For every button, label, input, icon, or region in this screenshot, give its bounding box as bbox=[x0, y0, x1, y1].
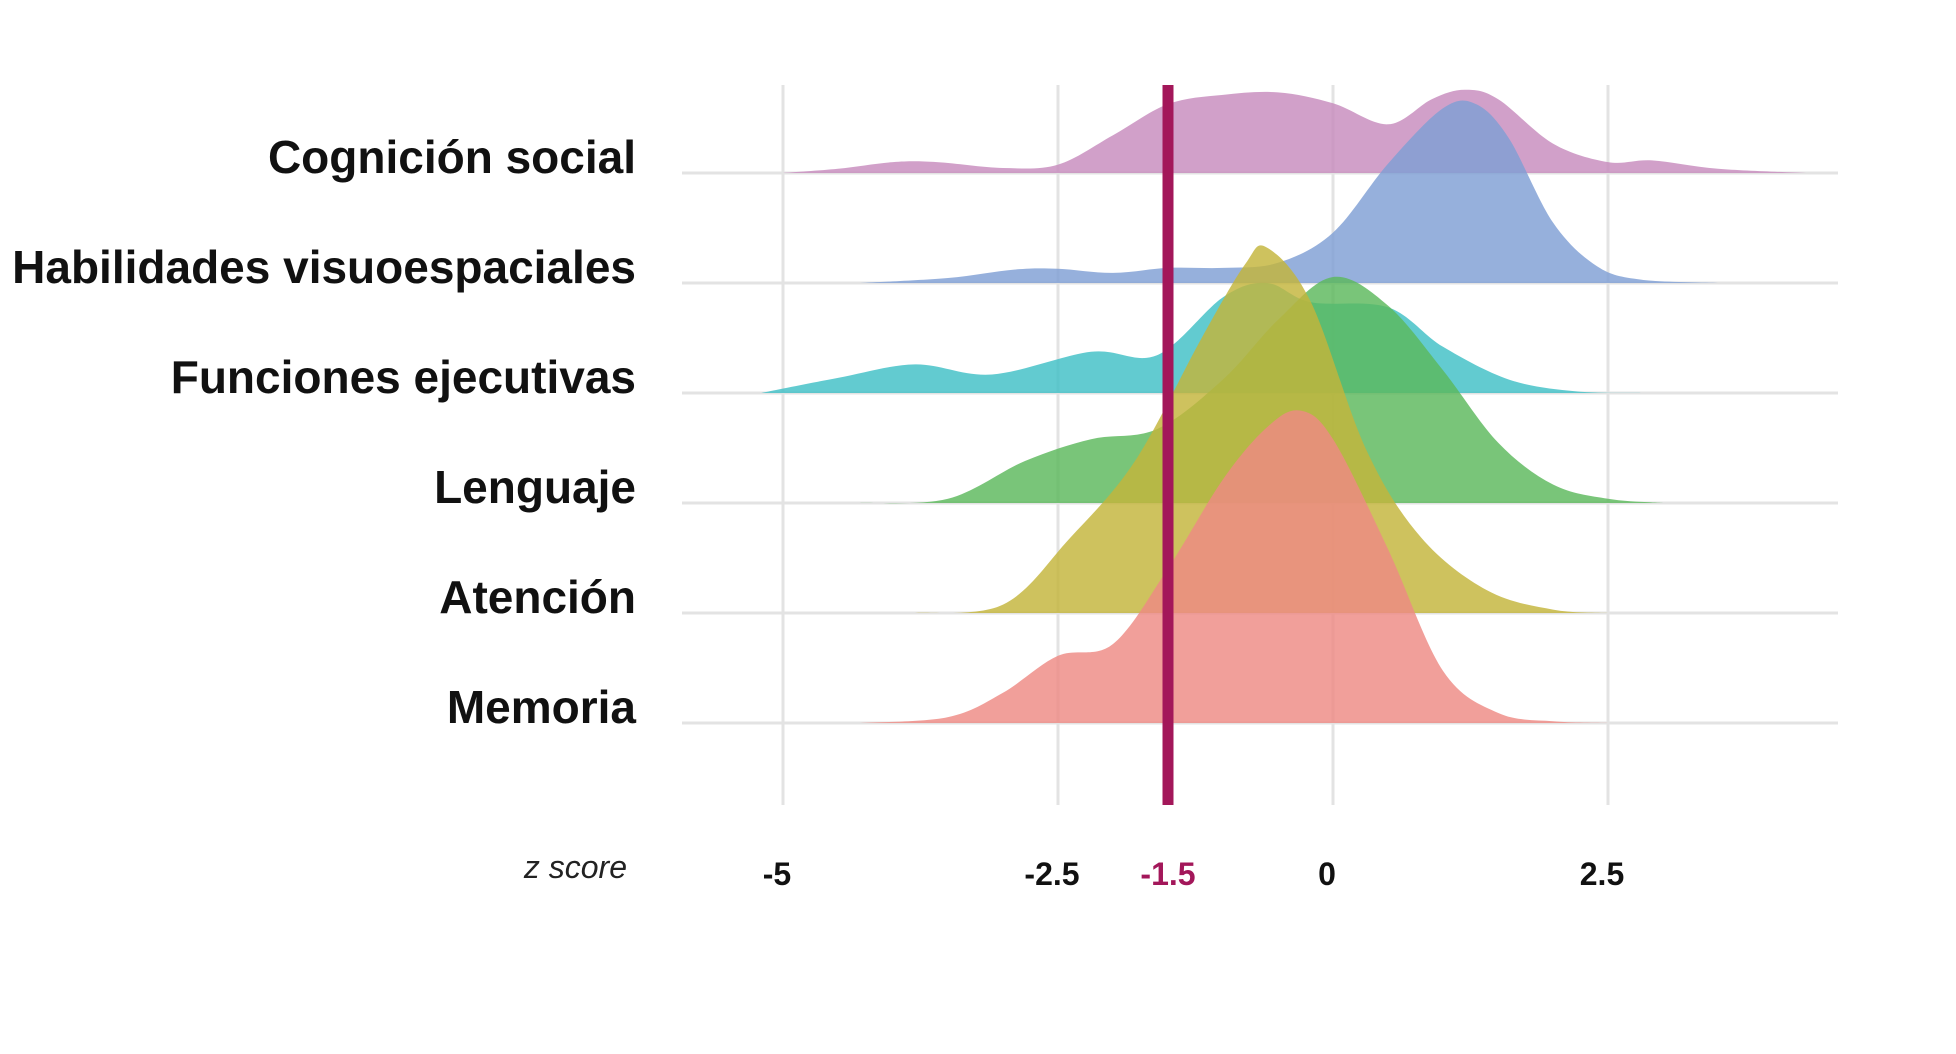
x-tick-label: 2.5 bbox=[1580, 856, 1624, 892]
x-axis-title: z score bbox=[523, 849, 627, 885]
x-tick-label: -5 bbox=[763, 856, 791, 892]
ridge-layer bbox=[761, 89, 1806, 723]
threshold-label: -1.5 bbox=[1140, 856, 1195, 892]
category-label: Lenguaje bbox=[434, 461, 636, 513]
ridge-area bbox=[860, 410, 1608, 723]
x-tick-label: -2.5 bbox=[1024, 856, 1079, 892]
category-label: Funciones ejecutivas bbox=[171, 351, 636, 403]
ridge-area bbox=[915, 245, 1608, 613]
category-label: Habilidades visuoespaciales bbox=[12, 241, 636, 293]
ridge-area bbox=[783, 89, 1806, 173]
label-layer: Cognición social Habilidades visuoespacia… bbox=[12, 131, 636, 733]
category-label: Memoria bbox=[447, 681, 637, 733]
category-label: Cognición social bbox=[268, 131, 636, 183]
category-label: Atención bbox=[439, 571, 636, 623]
x-tick-label: 0 bbox=[1318, 856, 1336, 892]
ridge-area bbox=[860, 100, 1718, 283]
x-axis-layer: z score -5 -2.5 0 2.5 -1.5 bbox=[523, 849, 1624, 892]
